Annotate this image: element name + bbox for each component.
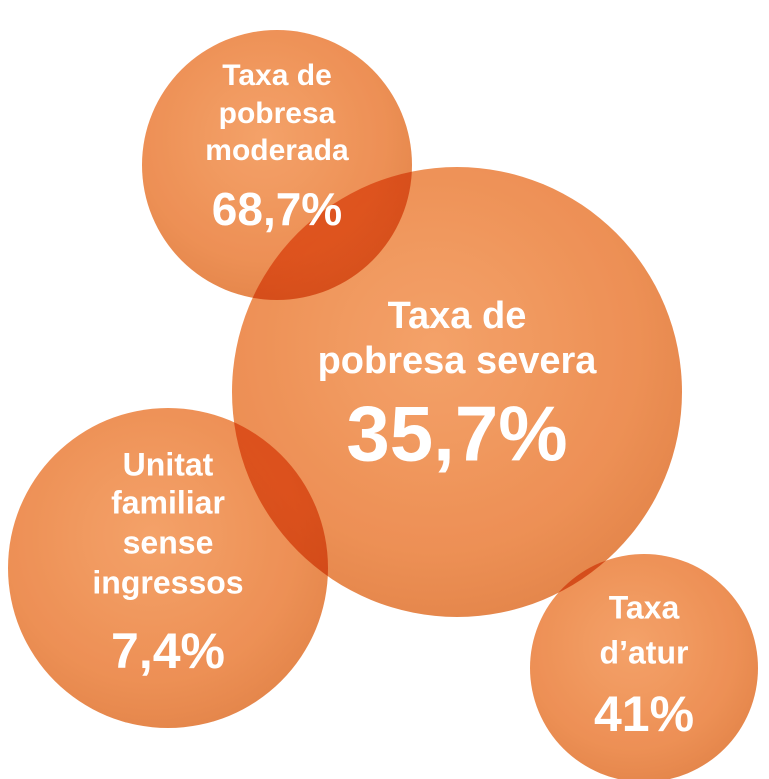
bubble-label: Taxa de [222,59,332,92]
bubble-value: 41% [594,686,694,742]
bubble-label: sense [123,524,214,560]
bubble-label: d’atur [600,634,689,670]
bubble-label: Unitat [123,446,214,482]
bubble-label: Taxa [609,589,680,625]
bubble-label: pobresa [219,97,336,130]
bubble-label: familiar [111,484,225,520]
bubble [530,554,758,779]
bubble-label: moderada [205,134,349,167]
bubble-label: Taxa de [388,295,527,337]
bubble [232,167,682,617]
circles [8,30,758,779]
bubble-value: 7,4% [111,623,225,679]
bubble [8,408,328,728]
bubble-value: 68,7% [212,183,342,235]
bubble-label: ingressos [92,564,243,600]
bubble-label: pobresa severa [318,340,598,382]
bubble-value: 35,7% [346,390,567,478]
